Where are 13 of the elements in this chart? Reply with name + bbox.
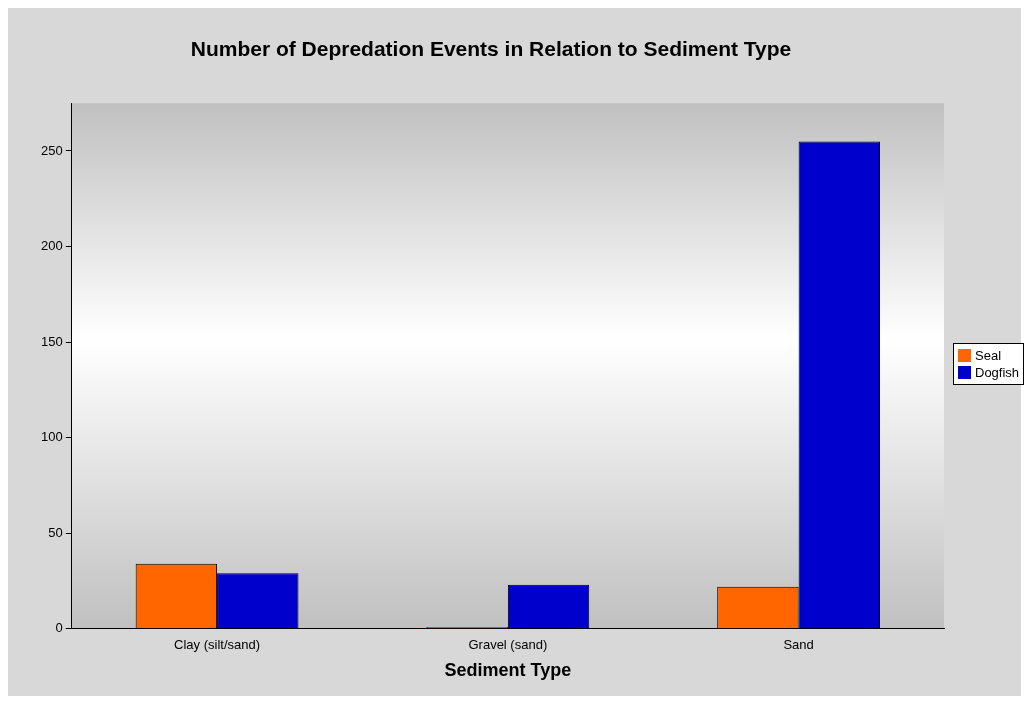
y-tick-label: 150 [40, 333, 63, 349]
x-axis-title: Sediment Type [444, 660, 572, 681]
y-tick-label: 200 [40, 238, 63, 254]
y-tick-label: 50 [48, 524, 63, 540]
chart-title: Number of Depredation Events in Relation to Sediment Type [190, 37, 792, 61]
legend-label: Dogfish [975, 364, 1020, 381]
x-tick-label: Gravel (sand) [468, 637, 548, 653]
y-tick-label: 250 [40, 142, 63, 158]
x-tick-label: Sand [783, 637, 814, 653]
y-tick-label: 100 [40, 429, 63, 445]
legend-label: Seal [975, 347, 1002, 364]
x-tick-label: Clay (silt/sand) [174, 637, 261, 653]
y-tick-label: 0 [55, 620, 63, 636]
